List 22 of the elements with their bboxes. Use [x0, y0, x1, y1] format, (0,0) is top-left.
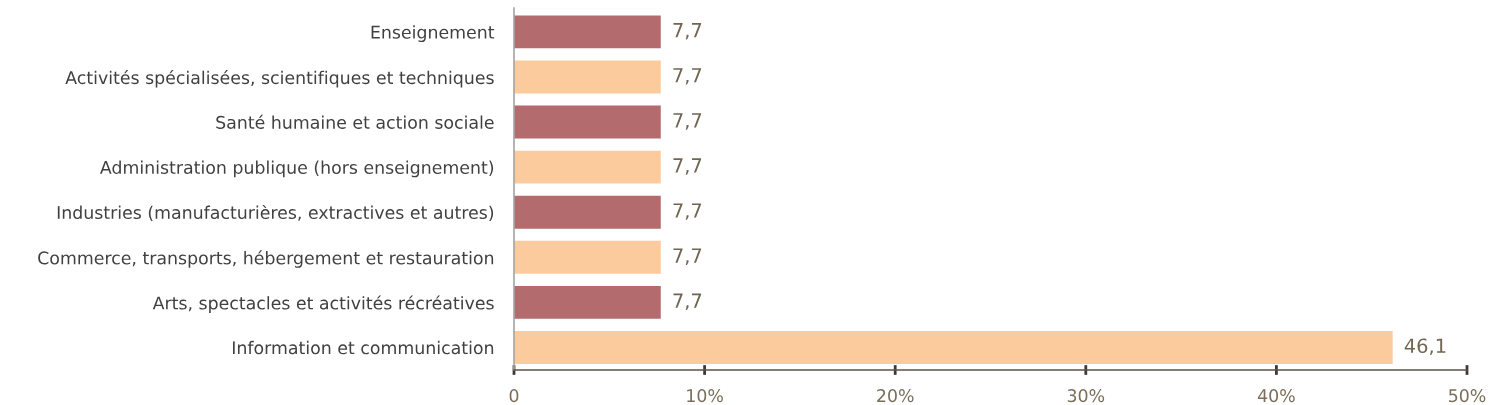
y-tick-label: Administration publique (hors enseignement) — [100, 160, 494, 178]
y-tick-label: Arts, spectacles et activités récréatives — [152, 295, 494, 313]
y-tick-label: Enseignement — [371, 25, 495, 43]
data-label: 7,7 — [673, 158, 702, 175]
data-label: 7,7 — [673, 113, 702, 130]
y-tick-label: Industries (manufacturières, extractives et autres) — [57, 204, 494, 222]
data-label: 7,7 — [673, 248, 702, 265]
x-tick-label: 0 — [509, 389, 519, 403]
data-label: 7,7 — [673, 203, 702, 220]
y-tick-label: Activités spécialisées, scientifiques et techniques — [65, 70, 494, 88]
data-label: 7,7 — [673, 23, 702, 40]
x-tick-label: 40% — [1257, 389, 1295, 403]
y-tick-label: Information et communication — [232, 340, 494, 355]
data-label: 46,1 — [1404, 338, 1446, 356]
data-label: 7,7 — [673, 293, 702, 310]
x-tick-label: 30% — [1067, 389, 1105, 403]
y-tick-label: Commerce, transports, hébergement et restauration — [38, 250, 494, 268]
x-tick-label: 50% — [1449, 389, 1486, 403]
data-label: 7,7 — [673, 68, 702, 85]
y-tick-label: Santé humaine et action sociale — [216, 114, 494, 129]
x-tick-label: 20% — [877, 389, 914, 403]
x-tick-label: 10% — [687, 389, 723, 403]
